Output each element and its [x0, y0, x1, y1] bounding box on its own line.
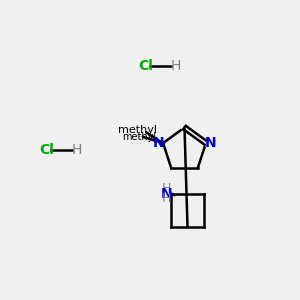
Text: methyl: methyl [139, 136, 144, 137]
Text: H: H [162, 182, 171, 196]
Text: methyl: methyl [118, 124, 157, 134]
Text: Cl: Cl [138, 59, 153, 73]
Text: H: H [162, 191, 171, 205]
Text: methyl: methyl [122, 132, 156, 142]
Text: N: N [205, 136, 216, 150]
Text: methyl: methyl [151, 134, 156, 136]
Text: Cl: Cl [39, 143, 54, 157]
Text: H: H [170, 59, 181, 73]
Text: N: N [161, 187, 172, 200]
Text: N: N [153, 136, 164, 150]
Text: H: H [71, 143, 82, 157]
